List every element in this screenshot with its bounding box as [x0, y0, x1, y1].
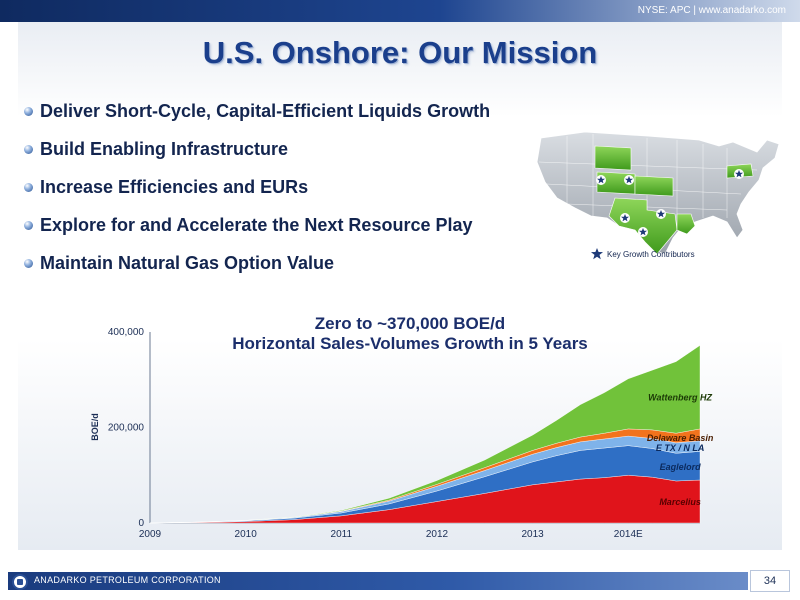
series-label: E TX / N LA — [656, 443, 705, 453]
series-label: Delaware Basin — [647, 433, 714, 443]
star-icon — [734, 169, 744, 179]
bullet-icon — [24, 220, 33, 230]
ticker-text: NYSE: APC | www.anadarko.com — [637, 5, 786, 16]
area-chart: Zero to ~370,000 BOE/d Horizontal Sales-… — [90, 314, 714, 540]
series-label: Marcelius — [659, 497, 701, 507]
y-axis-label: BOE/d — [90, 413, 100, 441]
footer-bar: ANADARKO PETROLEUM CORPORATION — [8, 572, 748, 590]
series-label: Wattenberg HZ — [648, 392, 712, 402]
chart-title-line1: Zero to ~370,000 BOE/d — [315, 314, 505, 333]
star-icon — [638, 227, 648, 237]
page-number: 34 — [750, 570, 790, 592]
legend-label: Key Growth Contributors — [607, 250, 695, 259]
x-tick-label: 2013 — [521, 529, 544, 540]
star-markers — [596, 169, 744, 237]
bullet-item: Explore for and Accelerate the Next Reso… — [24, 206, 490, 244]
star-icon — [624, 175, 634, 185]
footer: ANADARKO PETROLEUM CORPORATION 34 — [0, 565, 800, 600]
bullet-icon — [24, 144, 33, 154]
company-logo-icon — [12, 574, 28, 590]
kansas-region — [634, 175, 674, 197]
x-tick-label: 2009 — [139, 529, 162, 540]
series-label: Eaglelord — [660, 462, 702, 472]
louisiana-region — [676, 213, 696, 235]
x-tick-label: 2014E — [614, 529, 643, 540]
company-name: ANADARKO PETROLEUM CORPORATION — [34, 575, 221, 585]
bullet-text: Maintain Natural Gas Option Value — [40, 252, 335, 273]
star-icon — [596, 175, 606, 185]
bullet-text: Build Enabling Infrastructure — [40, 138, 289, 159]
star-icon — [620, 213, 630, 223]
bullet-icon — [24, 106, 33, 116]
bullet-icon — [24, 182, 33, 192]
top-bar: NYSE: APC | www.anadarko.com — [0, 0, 800, 22]
bullet-text: Explore for and Accelerate the Next Reso… — [40, 214, 473, 235]
bullet-item: Increase Efficiencies and EURs — [24, 168, 490, 206]
area-series-wattenberg-hz — [149, 344, 701, 524]
chart-plot-area: 0 200,000 400,000 2009 2010 2011 2012 2013 2014E… — [108, 327, 714, 540]
bullet-item: Build Enabling Infrastructure — [24, 130, 490, 168]
x-tick-label: 2010 — [235, 529, 258, 540]
star-icon — [656, 209, 666, 219]
bullet-list: Deliver Short-Cycle, Capital-Efficient L… — [24, 92, 490, 282]
slide-title: U.S. Onshore: Our Mission — [202, 35, 598, 70]
legend-star-icon — [591, 248, 603, 260]
map-legend: Key Growth Contributors — [591, 248, 695, 260]
wyoming-region — [594, 145, 632, 171]
us-map: Key Growth Contributors — [536, 131, 780, 260]
bullet-text: Increase Efficiencies and EURs — [40, 176, 309, 197]
y-tick-label: 200,000 — [108, 423, 145, 434]
bullet-icon — [24, 258, 33, 268]
bullet-text: Deliver Short-Cycle, Capital-Efficient L… — [40, 100, 491, 121]
bullet-item: Maintain Natural Gas Option Value — [24, 244, 490, 282]
chart-title-line2: Horizontal Sales-Volumes Growth in 5 Yea… — [232, 334, 588, 353]
x-tick-label: 2012 — [426, 529, 449, 540]
x-tick-label: 2011 — [331, 529, 353, 540]
y-tick-label: 400,000 — [108, 327, 145, 338]
bullet-item: Deliver Short-Cycle, Capital-Efficient L… — [24, 92, 490, 130]
y-tick-label: 0 — [138, 518, 144, 529]
